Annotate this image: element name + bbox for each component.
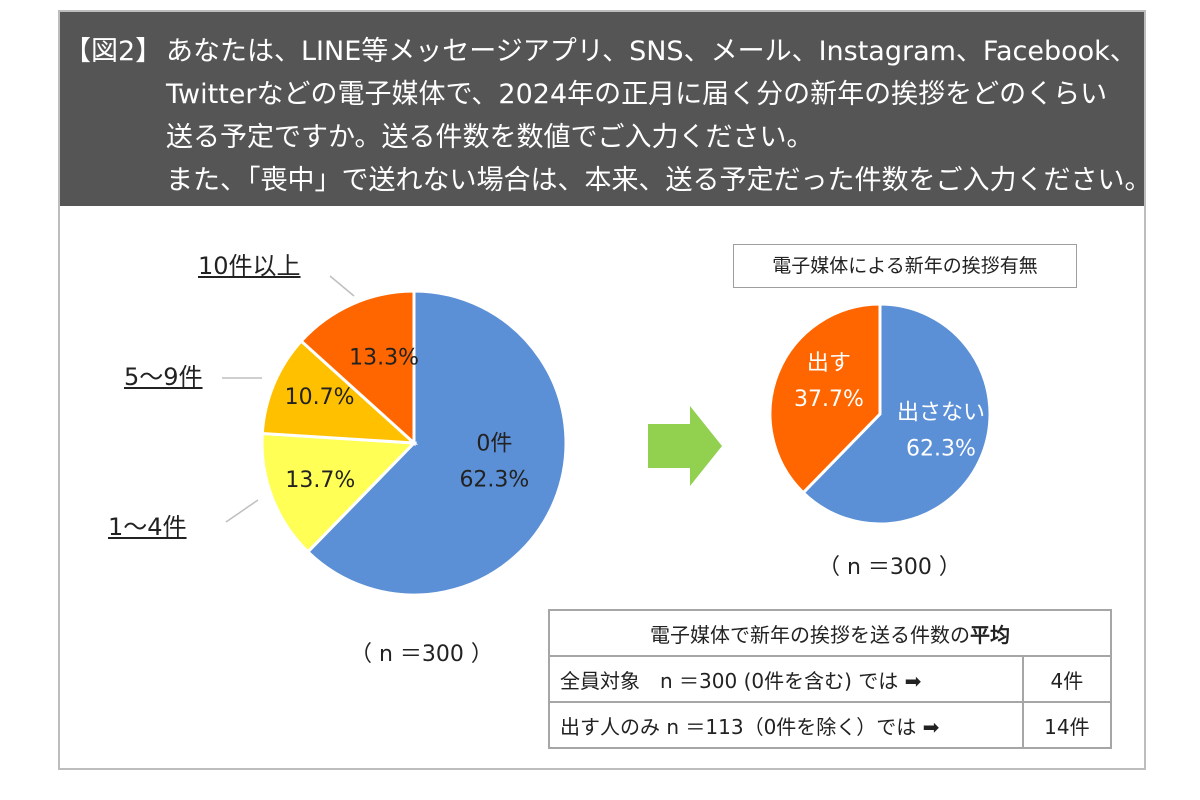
- question-line-3: 送る予定ですか。送る件数を数値でご入力ください。: [166, 122, 814, 153]
- row-value-all: 4件: [1021, 655, 1113, 703]
- pie1-sample-size: （ n ＝300 ）: [350, 642, 493, 667]
- leader-line: [329, 275, 355, 297]
- pie-slice: [260, 338, 419, 445]
- table-row: 出す人のみ n ＝113（0件を除く）では ➡ 14件: [548, 701, 1113, 749]
- category-label-1-4: 1〜4件: [108, 513, 187, 541]
- pie-chart-send-or-not: 出さない 62.3% 出す 37.7%: [768, 302, 992, 526]
- slice-value-label: 62.3%: [906, 437, 976, 462]
- slice-value-label: 37.7%: [794, 387, 864, 412]
- leader-lines: [222, 275, 355, 523]
- pie2-sample-size: （ n ＝300 ）: [818, 555, 961, 580]
- figure-tag: 【図2】: [64, 36, 163, 67]
- pie2-title: 電子媒体による新年の挨拶有無: [733, 244, 1077, 288]
- average-title-prefix: 電子媒体で新年の挨拶を送る件数の: [650, 622, 970, 647]
- row-label-all: 全員対象 n ＝300 (0件を含む) では ➡: [548, 655, 1024, 703]
- slice-name-label: 出す: [807, 351, 851, 376]
- category-label-5-9: 5〜9件: [124, 363, 203, 391]
- row-label-senders: 出す人のみ n ＝113（0件を除く）では ➡: [548, 701, 1024, 749]
- average-table-title: 電子媒体で新年の挨拶を送る件数の平均: [548, 609, 1112, 657]
- slice-name-label: 0件: [476, 432, 512, 457]
- pie-slice: [260, 431, 418, 554]
- question-line-1: あなたは、LINE等メッセージアプリ、SNS、メール、Instagram、Fac…: [166, 36, 1137, 67]
- question-line-2: Twitterなどの電子媒体で、2024年の正月に届く分の新年の挨拶をどのくらい: [166, 79, 1108, 110]
- slice-value-label: 10.7%: [285, 385, 355, 410]
- pie-slice: [299, 289, 416, 447]
- average-table: 電子媒体で新年の挨拶を送る件数の平均 全員対象 n ＝300 (0件を含む) で…: [548, 609, 1113, 749]
- table-row: 全員対象 n ＝300 (0件を含む) では ➡ 4件: [548, 655, 1113, 703]
- slice-value-label: 13.3%: [349, 346, 419, 371]
- row-value-senders: 14件: [1021, 701, 1113, 749]
- category-label-10plus: 10件以上: [198, 252, 301, 280]
- slice-name-label: 出さない: [897, 401, 985, 426]
- question-header: 【図2】 あなたは、LINE等メッセージアプリ、SNS、メール、Instagra…: [60, 12, 1152, 206]
- average-title-bold: 平均: [970, 622, 1010, 647]
- pie-slice: [305, 289, 568, 597]
- question-line-4: また、「喪中」で送れない場合は、本来、送る予定だった件数をご入力ください。: [166, 165, 1152, 196]
- slice-value-label: 62.3%: [459, 468, 529, 493]
- leader-line: [225, 499, 259, 523]
- pie-slice: [768, 302, 882, 495]
- right-arrow-icon: [648, 406, 722, 486]
- pie-chart-count-distribution: 0件 62.3% 13.7% 10.7% 13.3%: [260, 289, 568, 597]
- pie-slice: [801, 302, 992, 526]
- slice-value-label: 13.7%: [285, 468, 355, 493]
